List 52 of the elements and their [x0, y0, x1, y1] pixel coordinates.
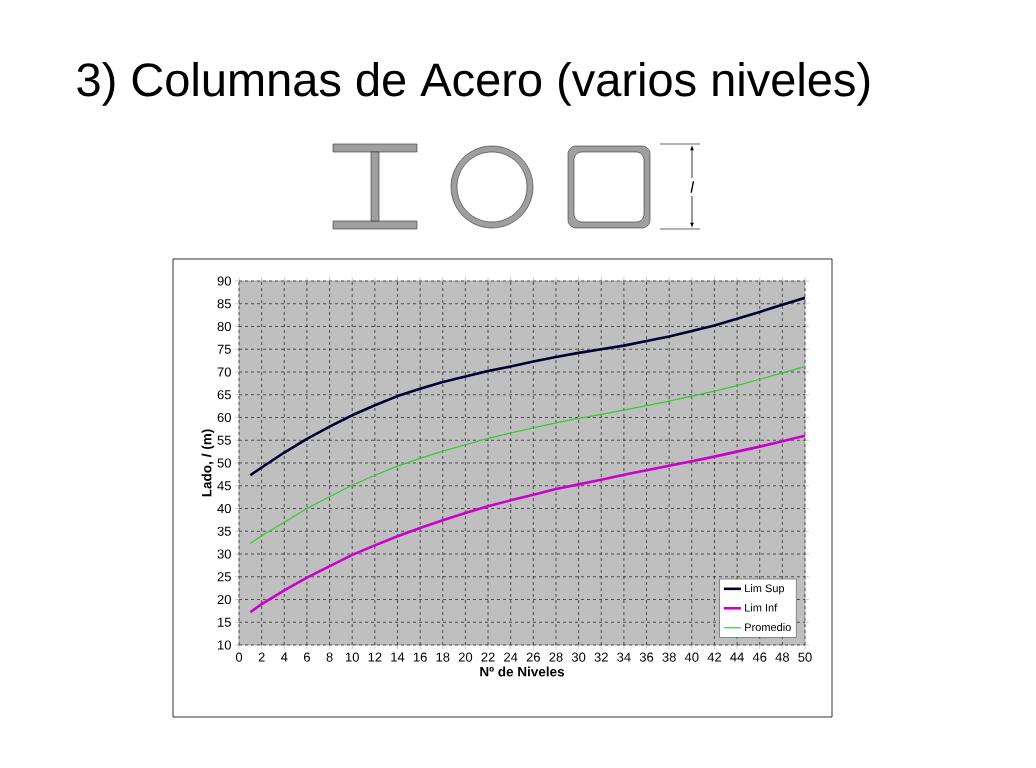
chart-title: 3) Columnas de Acero (varios niveles) — [77, 61, 870, 106]
x-tick-label: 24 — [504, 652, 518, 662]
legend-label: Lim Sup — [745, 584, 785, 595]
y-tick-label: 15 — [218, 617, 231, 627]
x-tick-label: 40 — [684, 652, 699, 662]
legend-label: Lim Inf — [745, 603, 778, 612]
x-tick-label: 36 — [639, 652, 654, 662]
x-tick-label: 30 — [571, 652, 586, 662]
y-tick-label: 25 — [217, 572, 231, 582]
y-axis-title: Lado, l (m) — [201, 429, 215, 497]
x-tick-label: 50 — [798, 652, 812, 662]
x-tick-label: 32 — [594, 652, 608, 662]
x-tick-label: 4 — [280, 652, 288, 662]
legend-label: Promedio — [745, 623, 791, 632]
y-tick-label: 55 — [217, 435, 231, 445]
y-tick-label: 75 — [217, 344, 231, 354]
x-tick-label: 42 — [707, 652, 722, 662]
line-series — [249, 296, 805, 477]
y-tick-label: 50 — [217, 458, 231, 468]
y-tick-label: 10 — [218, 640, 231, 650]
y-tick-label: 40 — [217, 503, 231, 514]
x-tick-label: 20 — [458, 652, 473, 662]
y-tick-label: 60 — [217, 412, 231, 423]
x-tick-label: 38 — [662, 652, 676, 662]
x-tick-label: 18 — [436, 652, 450, 662]
y-tick-label: 90 — [217, 276, 231, 286]
x-tick-label: 26 — [526, 652, 540, 662]
x-tick-label: 6 — [303, 652, 310, 662]
x-tick-label: 28 — [549, 652, 563, 662]
x-tick-label: 34 — [617, 652, 631, 662]
x-tick-label: 46 — [752, 652, 767, 662]
x-tick-label: 48 — [775, 652, 790, 662]
x-tick-label: 8 — [326, 652, 333, 662]
y-tick-label: 85 — [217, 299, 231, 309]
y-tick-label: 45 — [217, 481, 231, 491]
x-tick-label: 2 — [258, 652, 265, 662]
y-tick-label: 30 — [217, 549, 231, 559]
x-tick-label: 0 — [235, 652, 243, 662]
x-tick-label: 22 — [481, 652, 495, 662]
x-tick-label: 10 — [345, 652, 359, 662]
x-tick-label: 14 — [391, 652, 405, 662]
line-series — [249, 365, 805, 545]
x-axis-title: Nº de Niveles — [480, 666, 565, 677]
text: l — [690, 181, 695, 193]
y-tick-label: 70 — [217, 367, 231, 377]
x-tick-label: 12 — [368, 652, 382, 662]
y-tick-label: 20 — [217, 594, 231, 605]
x-tick-label: 16 — [413, 652, 427, 662]
y-tick-label: 80 — [217, 321, 231, 332]
y-tick-label: 65 — [217, 390, 231, 400]
x-tick-label: 44 — [730, 652, 744, 662]
y-tick-label: 35 — [217, 526, 231, 536]
